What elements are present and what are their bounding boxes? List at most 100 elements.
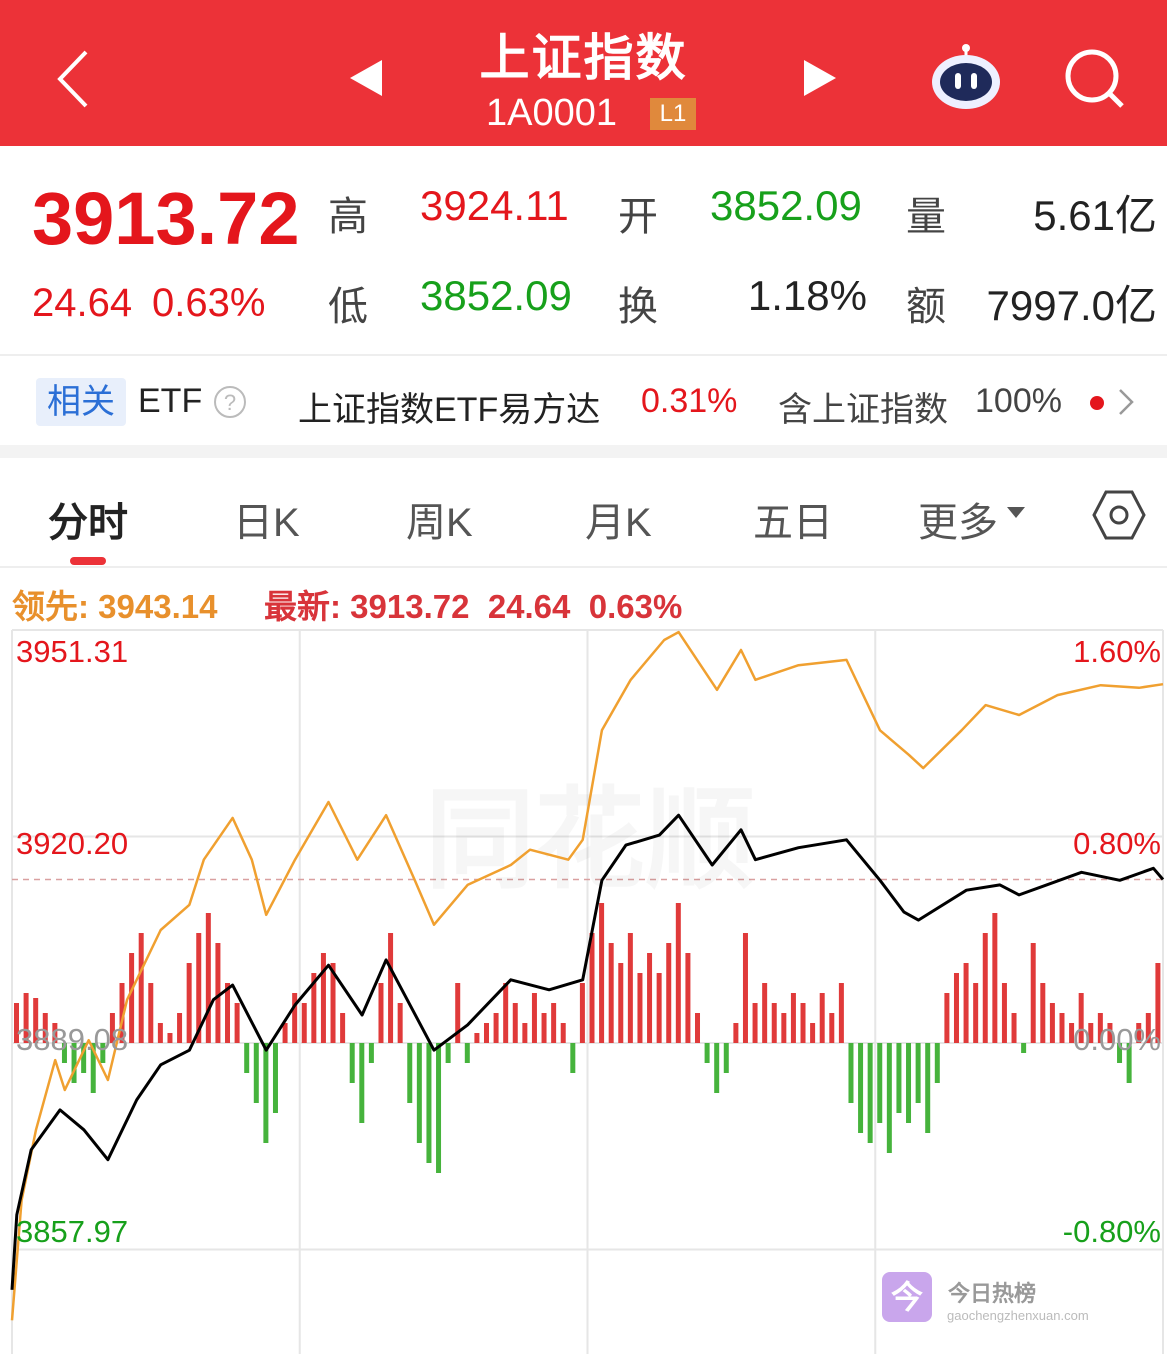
- page-title: 上证指数: [479, 30, 688, 86]
- question-circle-icon[interactable]: ?: [212, 384, 248, 420]
- diff-bar-down: [368, 1043, 374, 1063]
- settings-hexagon-icon[interactable]: [1092, 488, 1146, 542]
- y-tick-left-0: 3951.31: [16, 634, 129, 669]
- diff-bar-up: [560, 1023, 566, 1043]
- diff-bar-down: [436, 1043, 442, 1173]
- diff-bar-down: [349, 1043, 355, 1083]
- diff-bar-up: [647, 953, 653, 1043]
- diff-bar-down: [896, 1043, 902, 1113]
- latest-change: 24.64: [487, 588, 571, 625]
- tab-five-day[interactable]: 五日: [753, 501, 833, 545]
- diff-bar-down: [263, 1043, 269, 1143]
- diff-bar-up: [1040, 983, 1046, 1043]
- lead-value: 3943.14: [98, 588, 218, 625]
- dropdown-triangle-icon[interactable]: [1006, 506, 1026, 520]
- diff-bar-up: [541, 1013, 547, 1043]
- tab-weekly-k[interactable]: 周K: [406, 501, 473, 545]
- latest-pct: 0.63%: [588, 588, 683, 625]
- diff-bar-up: [205, 913, 211, 1043]
- current-price: 3913.72: [32, 177, 300, 260]
- diff-bar-up: [1155, 963, 1161, 1043]
- latest-label: 最新:: [264, 588, 341, 625]
- back-chevron-icon[interactable]: [52, 48, 92, 110]
- svg-text:?: ?: [224, 390, 236, 415]
- chevron-right-icon[interactable]: [1116, 386, 1136, 418]
- diff-bar-up: [953, 973, 959, 1043]
- intraday-chart[interactable]: 同花顺 3951.31 3920.20 3889.08 3857.97 1.60…: [0, 628, 1167, 1354]
- diff-bar-down: [848, 1043, 854, 1103]
- etf-label: ETF: [138, 382, 203, 420]
- diff-bar-up: [330, 963, 336, 1043]
- search-icon[interactable]: [1062, 46, 1128, 112]
- diff-bar-up: [973, 983, 979, 1043]
- diff-bar-up: [1049, 1003, 1055, 1043]
- level-badge: L1: [650, 98, 696, 130]
- diff-bar-up: [52, 1023, 58, 1043]
- diff-bar-up: [138, 933, 144, 1043]
- diff-bar-up: [177, 1013, 183, 1043]
- diff-bar-up: [503, 983, 509, 1043]
- diff-bar-up: [340, 1013, 346, 1043]
- diff-bar-up: [589, 933, 595, 1043]
- diff-bar-up: [1145, 1013, 1151, 1043]
- diff-bar-down: [244, 1043, 250, 1073]
- diff-bar-down: [934, 1043, 940, 1083]
- open-value: 3852.09: [710, 182, 862, 229]
- diff-bar-up: [301, 1003, 307, 1043]
- amount-label: 额: [906, 285, 946, 329]
- diff-bar-up: [483, 1023, 489, 1043]
- diff-bar-up: [695, 1013, 701, 1043]
- tab-more[interactable]: 更多: [918, 501, 998, 545]
- diff-bar-down: [570, 1043, 576, 1073]
- prev-triangle-icon[interactable]: [348, 58, 384, 98]
- diff-bar-down: [359, 1043, 365, 1123]
- diff-bar-down: [272, 1043, 278, 1113]
- amount-value: 7997.0亿: [986, 282, 1157, 329]
- diff-bar-down: [867, 1043, 873, 1143]
- low-label: 低: [328, 285, 368, 329]
- diff-bar-up: [944, 993, 950, 1043]
- price-change: 24.64: [32, 281, 133, 325]
- diff-bar-down: [723, 1043, 729, 1073]
- tab-daily-k[interactable]: 日K: [233, 501, 300, 545]
- contains-label: 含上证指数: [778, 391, 948, 429]
- volume-label: 量: [906, 195, 946, 239]
- diff-bar-up: [762, 983, 768, 1043]
- y-tick-right-0: 1.60%: [1073, 634, 1161, 669]
- red-dot-indicator: [1090, 396, 1104, 410]
- diff-bar-up: [455, 983, 461, 1043]
- chart-tabs: 分时 日K 周K 月K 五日 更多: [0, 458, 1167, 568]
- etf-fund-change: 0.31%: [641, 382, 738, 420]
- diff-bar-up: [618, 963, 624, 1043]
- high-label: 高: [328, 195, 368, 239]
- footer-logo-icon: 今: [882, 1272, 932, 1322]
- diff-bar-down: [886, 1043, 892, 1153]
- diff-bar-up: [378, 983, 384, 1043]
- diff-bar-down: [1117, 1043, 1123, 1063]
- diff-bar-up: [14, 1003, 19, 1043]
- diff-bar-up: [800, 1003, 806, 1043]
- diff-bar-up: [838, 983, 844, 1043]
- diff-bar-up: [1107, 1023, 1113, 1043]
- section-divider: [0, 445, 1167, 458]
- diff-bar-up: [109, 1013, 115, 1043]
- diff-bar-up: [167, 1033, 173, 1043]
- footer-logo-url: gaochengzhenxuan.com: [947, 1308, 1089, 1323]
- y-tick-left-3: 3857.97: [16, 1214, 129, 1249]
- robot-assistant-icon[interactable]: [928, 42, 1004, 112]
- high-value: 3924.11: [420, 182, 569, 229]
- diff-bar-down: [464, 1043, 470, 1063]
- next-triangle-icon[interactable]: [802, 58, 838, 98]
- diff-bar-up: [282, 1023, 288, 1043]
- diff-bar-down: [1126, 1043, 1132, 1083]
- diff-bar-up: [1030, 943, 1036, 1043]
- related-etf-row[interactable]: 相关 ETF ? 上证指数ETF易方达 0.31% 含上证指数 100%: [0, 358, 1167, 445]
- diff-bar-down: [253, 1043, 259, 1103]
- tab-intraday[interactable]: 分时: [48, 501, 128, 545]
- tab-monthly-k[interactable]: 月K: [585, 501, 652, 545]
- latest-value: 3913.72: [350, 588, 470, 625]
- diff-bar-up: [608, 943, 614, 1043]
- lead-label: 领先:: [12, 588, 89, 625]
- diff-bar-up: [531, 993, 537, 1043]
- etf-fund-name[interactable]: 上证指数ETF易方达: [298, 391, 601, 429]
